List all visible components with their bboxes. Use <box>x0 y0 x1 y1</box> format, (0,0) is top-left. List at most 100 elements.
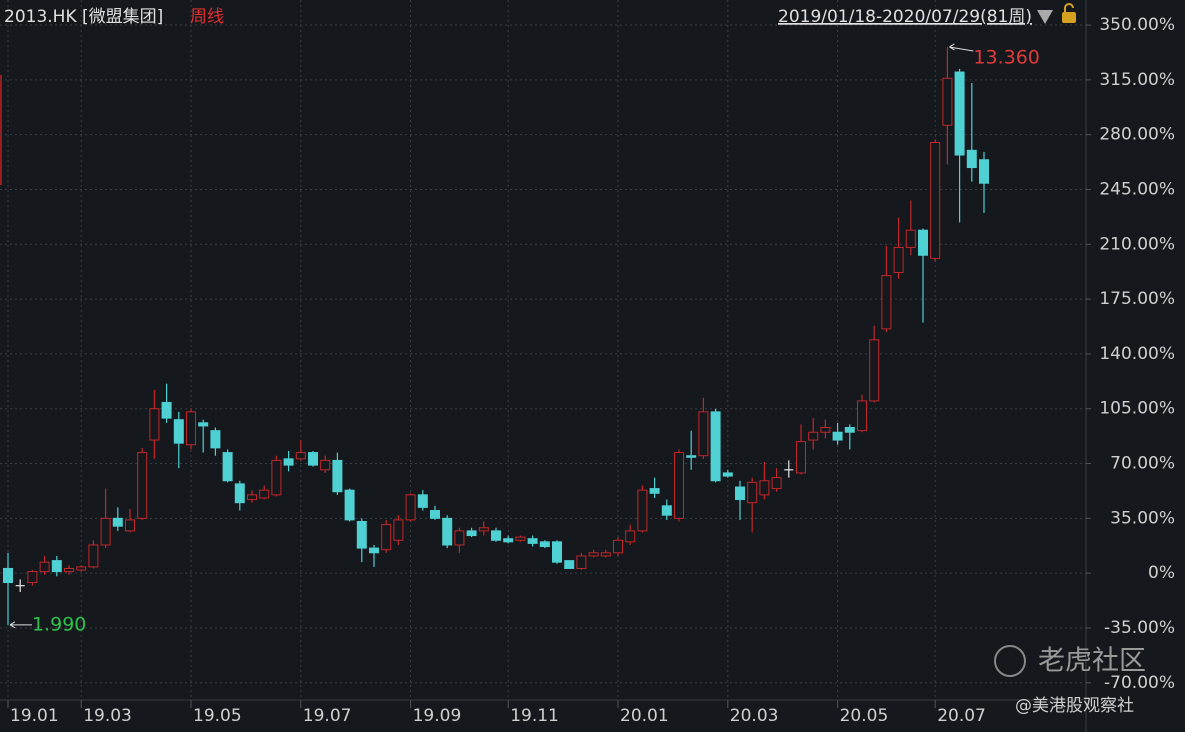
candle <box>295 440 306 461</box>
candle <box>784 460 794 478</box>
candle-body <box>271 459 282 496</box>
candle-body <box>430 510 440 519</box>
candle-body <box>881 275 892 330</box>
candle-body <box>259 489 270 499</box>
candle <box>966 82 977 182</box>
candle <box>51 555 62 577</box>
candle <box>137 447 148 520</box>
candle <box>808 418 819 450</box>
candle-body <box>930 142 941 259</box>
candle <box>173 411 184 469</box>
candle <box>869 325 880 403</box>
candle <box>796 424 806 475</box>
candle <box>820 419 831 439</box>
candle-body <box>283 458 294 466</box>
candle-body <box>100 517 111 546</box>
x-tick-label: 19.07 <box>303 706 352 726</box>
candle-body <box>295 452 306 460</box>
candle <box>222 449 233 483</box>
candle-body <box>210 430 221 449</box>
y-tick-label: 210.00% <box>1099 234 1175 254</box>
candle-body <box>820 427 831 433</box>
candle <box>442 515 453 549</box>
x-tick-label: 19.03 <box>83 706 132 726</box>
candle <box>15 579 25 592</box>
candle-body <box>954 71 965 156</box>
candle-body <box>698 411 709 457</box>
candle <box>430 505 440 520</box>
low-arrow <box>9 621 32 629</box>
y-tick-label: 70.00% <box>1110 454 1175 474</box>
candle-body <box>661 505 672 516</box>
candle <box>332 452 343 495</box>
candle <box>100 488 111 549</box>
candle-body <box>710 411 721 482</box>
candle <box>893 217 904 279</box>
grid <box>0 0 1086 700</box>
candle <box>356 518 367 563</box>
candle-body <box>857 400 867 432</box>
x-tick-label: 20.01 <box>620 706 669 726</box>
candle <box>613 537 623 556</box>
candle <box>600 549 611 558</box>
y-tick-label: 350.00% <box>1099 15 1175 35</box>
candle-body <box>686 455 697 458</box>
candle-body <box>539 541 550 548</box>
candle-body <box>125 519 135 532</box>
candle-body <box>405 494 416 521</box>
candle-body <box>759 480 770 496</box>
candle <box>918 228 928 323</box>
symbol: 2013.HK [微盟集团] <box>4 7 163 27</box>
candle <box>698 397 709 459</box>
candle-body <box>808 431 819 441</box>
candle-body <box>979 159 989 184</box>
candle-body <box>64 567 74 573</box>
dropdown-icon[interactable] <box>1037 10 1053 24</box>
candle <box>674 449 684 522</box>
candle-body <box>905 229 916 248</box>
y-tick-label: 35.00% <box>1110 508 1175 528</box>
candle <box>735 480 745 520</box>
candle <box>149 389 160 459</box>
lock-shackle <box>1064 3 1074 12</box>
candle <box>857 394 867 433</box>
y-tick-label: 0% <box>1148 563 1175 583</box>
candle-body <box>173 419 184 444</box>
candle-body <box>417 494 428 508</box>
candle-body <box>369 547 379 554</box>
candle <box>881 245 892 332</box>
candle-body <box>918 229 928 256</box>
candle <box>930 139 941 262</box>
candle <box>161 383 172 423</box>
candle-body <box>491 530 501 541</box>
candle-body <box>649 488 660 494</box>
lock-icon[interactable] <box>1062 12 1076 23</box>
candle <box>844 424 855 450</box>
y-tick-label: 175.00% <box>1099 289 1175 309</box>
candle <box>649 477 660 498</box>
candle-body <box>515 536 526 541</box>
candle-body <box>844 427 855 433</box>
high-label: 13.360 <box>973 46 1039 68</box>
date-range[interactable]: 2019/01/18-2020/07/29(81周) <box>778 7 1032 27</box>
y-tick-label: 280.00% <box>1099 125 1175 145</box>
candle <box>454 527 465 553</box>
candle-body <box>942 77 953 126</box>
candle <box>3 552 13 625</box>
candle <box>905 200 916 256</box>
candle <box>466 527 477 538</box>
candle-body <box>393 519 404 541</box>
y-tick-label: 105.00% <box>1099 399 1175 419</box>
candle <box>344 488 355 522</box>
watermark-brand: 老虎社区 <box>1038 646 1146 677</box>
x-tick-label: 19.05 <box>193 706 242 726</box>
candle-body <box>308 452 318 466</box>
candle-body <box>332 459 343 493</box>
low-label: 1.990 <box>32 613 86 635</box>
candle-body <box>576 555 587 569</box>
candle <box>64 565 74 575</box>
high-arrow <box>949 43 974 52</box>
candle-body <box>51 560 62 573</box>
period[interactable]: 周线 <box>190 7 224 27</box>
